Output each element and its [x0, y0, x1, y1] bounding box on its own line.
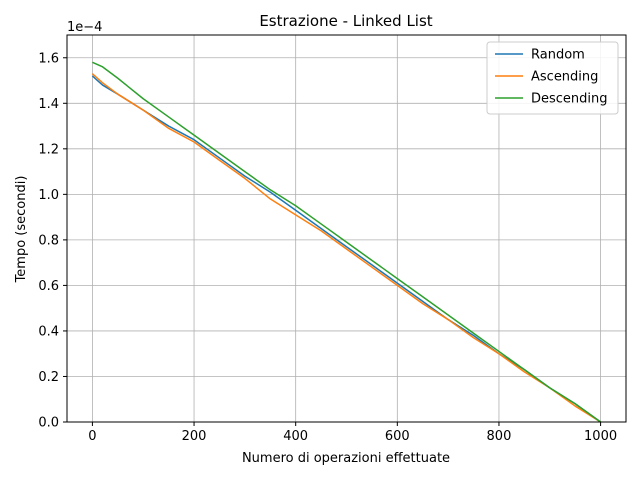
y-axis-label: Tempo (secondi) — [14, 176, 29, 284]
y-tick-label: 1.0 — [38, 188, 59, 203]
chart-title: Estrazione - Linked List — [259, 12, 432, 30]
y-tick-label: 0.2 — [38, 370, 59, 385]
legend-label: Descending — [531, 92, 608, 107]
y-tick-label: 0.6 — [38, 279, 59, 294]
y-scale-label: 1e−4 — [67, 20, 102, 35]
legend-label: Ascending — [531, 70, 598, 85]
series-layer — [91, 61, 602, 423]
series-line-ascending — [91, 73, 601, 423]
x-tick-label: 1000 — [584, 429, 617, 444]
y-tick-label: 0.8 — [38, 233, 59, 248]
x-tick-label: 400 — [283, 429, 308, 444]
y-tick-label: 1.4 — [38, 97, 59, 112]
y-tick-label: 1.2 — [38, 142, 59, 157]
y-tick-label: 0.4 — [38, 324, 59, 339]
x-axis-label: Numero di operazioni effettuate — [242, 451, 450, 466]
x-tick-label: 600 — [385, 429, 410, 444]
legend-box — [486, 41, 619, 115]
x-tick-label: 800 — [487, 429, 512, 444]
series-line-descending — [92, 61, 602, 423]
legend-label: Random — [531, 48, 585, 63]
legend: Random Ascending Descending — [486, 41, 619, 115]
y-tick-label: 0.0 — [38, 416, 59, 431]
ticks: 0 200 400 600 800 1000 0.0 0.2 0.4 0.6 0.8 1.0 1.2 1.… — [38, 51, 617, 444]
y-tick-label: 1.6 — [38, 51, 59, 66]
plot-frame — [66, 34, 627, 423]
x-tick-label: 200 — [182, 429, 207, 444]
grid — [67, 35, 626, 423]
x-tick-label: 0 — [88, 429, 96, 444]
